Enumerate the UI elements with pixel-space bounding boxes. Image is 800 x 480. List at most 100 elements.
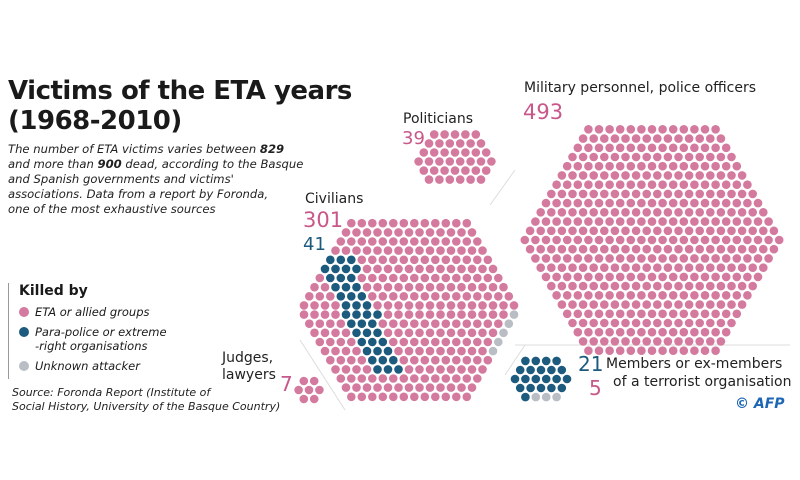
- victim-dot: [573, 291, 583, 300]
- victim-dot: [578, 208, 588, 217]
- victim-dot: [584, 143, 593, 153]
- victim-dot: [473, 273, 482, 283]
- victim-dot: [452, 292, 461, 301]
- victim-dot: [467, 282, 477, 292]
- victim-dot: [663, 318, 673, 328]
- victim-dot: [557, 208, 567, 217]
- victim-dot: [610, 300, 620, 309]
- victim-dot: [487, 157, 496, 166]
- victim-dot: [605, 309, 614, 319]
- victim-dot: [373, 301, 382, 310]
- victim-dot: [642, 134, 651, 143]
- victim-dot: [383, 228, 393, 237]
- victim-dot: [425, 301, 435, 310]
- victim-dot: [399, 319, 409, 329]
- victim-dot: [647, 217, 657, 226]
- victim-dot: [626, 346, 636, 356]
- victim-dot: [515, 383, 525, 393]
- victim-dot: [415, 282, 424, 292]
- victim-dot: [557, 383, 567, 393]
- victim-dot: [600, 152, 609, 162]
- victim-dot: [679, 235, 689, 245]
- victim-dot: [679, 291, 689, 300]
- victim-dot: [721, 309, 731, 319]
- victim-dot: [415, 365, 424, 374]
- victim-dot: [531, 254, 540, 263]
- victim-dot: [737, 189, 747, 199]
- victim-dot: [631, 244, 641, 254]
- victim-dot: [631, 134, 641, 143]
- victim-dot: [547, 244, 556, 254]
- victim-dot: [362, 282, 372, 292]
- victim-dot: [404, 310, 414, 319]
- victim-dot: [600, 171, 609, 180]
- victim-dot: [562, 374, 572, 384]
- victim-dot: [711, 254, 720, 263]
- victim-dot: [547, 208, 556, 217]
- victim-dot: [552, 392, 561, 402]
- victim-dot: [695, 189, 704, 199]
- victim-dot: [488, 346, 498, 356]
- victim-dot: [320, 282, 330, 292]
- victim-dot: [690, 161, 699, 171]
- victim-dot: [462, 237, 472, 246]
- legend-heading: Killed by: [19, 283, 88, 299]
- victim-dot: [721, 198, 731, 208]
- cluster-military: [520, 125, 784, 356]
- victim-dot: [478, 346, 487, 356]
- victim-dot: [631, 226, 641, 236]
- victim-dot: [467, 301, 477, 310]
- cluster-politicians: [414, 130, 496, 184]
- victim-dot: [310, 310, 319, 319]
- victim-dot: [605, 327, 614, 337]
- victim-dot: [466, 157, 475, 166]
- victim-dot: [478, 301, 487, 310]
- victim-dot: [711, 198, 720, 208]
- victim-dot: [473, 255, 482, 265]
- victim-dot: [647, 198, 657, 208]
- victim-dot: [573, 309, 583, 319]
- victim-dot: [378, 337, 388, 347]
- victim-dot: [431, 237, 440, 246]
- victim-dot: [626, 254, 636, 263]
- victim-dot: [589, 171, 598, 180]
- victim-dot: [347, 292, 356, 301]
- victim-dot: [368, 218, 377, 228]
- victim-dot: [764, 254, 773, 263]
- victim-dot: [483, 255, 493, 265]
- victim-dot: [452, 355, 461, 365]
- victim-dot: [716, 226, 726, 236]
- victim-dot: [578, 152, 588, 162]
- victim-dot: [743, 180, 752, 189]
- victim-dot: [653, 300, 662, 309]
- victim-dot: [684, 226, 694, 236]
- victim-dot: [420, 218, 430, 228]
- victim-dot: [378, 319, 388, 329]
- victim-dot: [336, 355, 346, 365]
- victim-dot: [536, 263, 545, 273]
- victim-dot: [347, 355, 356, 365]
- victim-dot: [410, 273, 419, 283]
- victim-dot: [499, 282, 508, 292]
- victim-dot: [642, 318, 651, 328]
- victim-dot: [404, 246, 414, 255]
- victim-dot: [711, 346, 720, 356]
- victim-dot: [594, 198, 604, 208]
- victim-dot: [743, 291, 752, 300]
- victim-dot: [294, 385, 303, 395]
- victim-dot: [721, 217, 731, 226]
- victim-dot: [700, 143, 710, 153]
- victim-dot: [415, 346, 424, 356]
- victim-dot: [536, 226, 545, 236]
- victim-dot: [706, 337, 715, 346]
- victim-dot: [457, 383, 466, 392]
- victim-dot: [695, 208, 704, 217]
- victim-dot: [547, 263, 556, 273]
- victim-dot: [331, 264, 340, 274]
- victim-dot: [419, 166, 429, 175]
- victim-dot: [700, 198, 710, 208]
- victim-dot: [476, 157, 486, 166]
- victim-dot: [305, 292, 314, 301]
- victim-dot: [429, 130, 439, 139]
- victim-dot: [373, 346, 382, 356]
